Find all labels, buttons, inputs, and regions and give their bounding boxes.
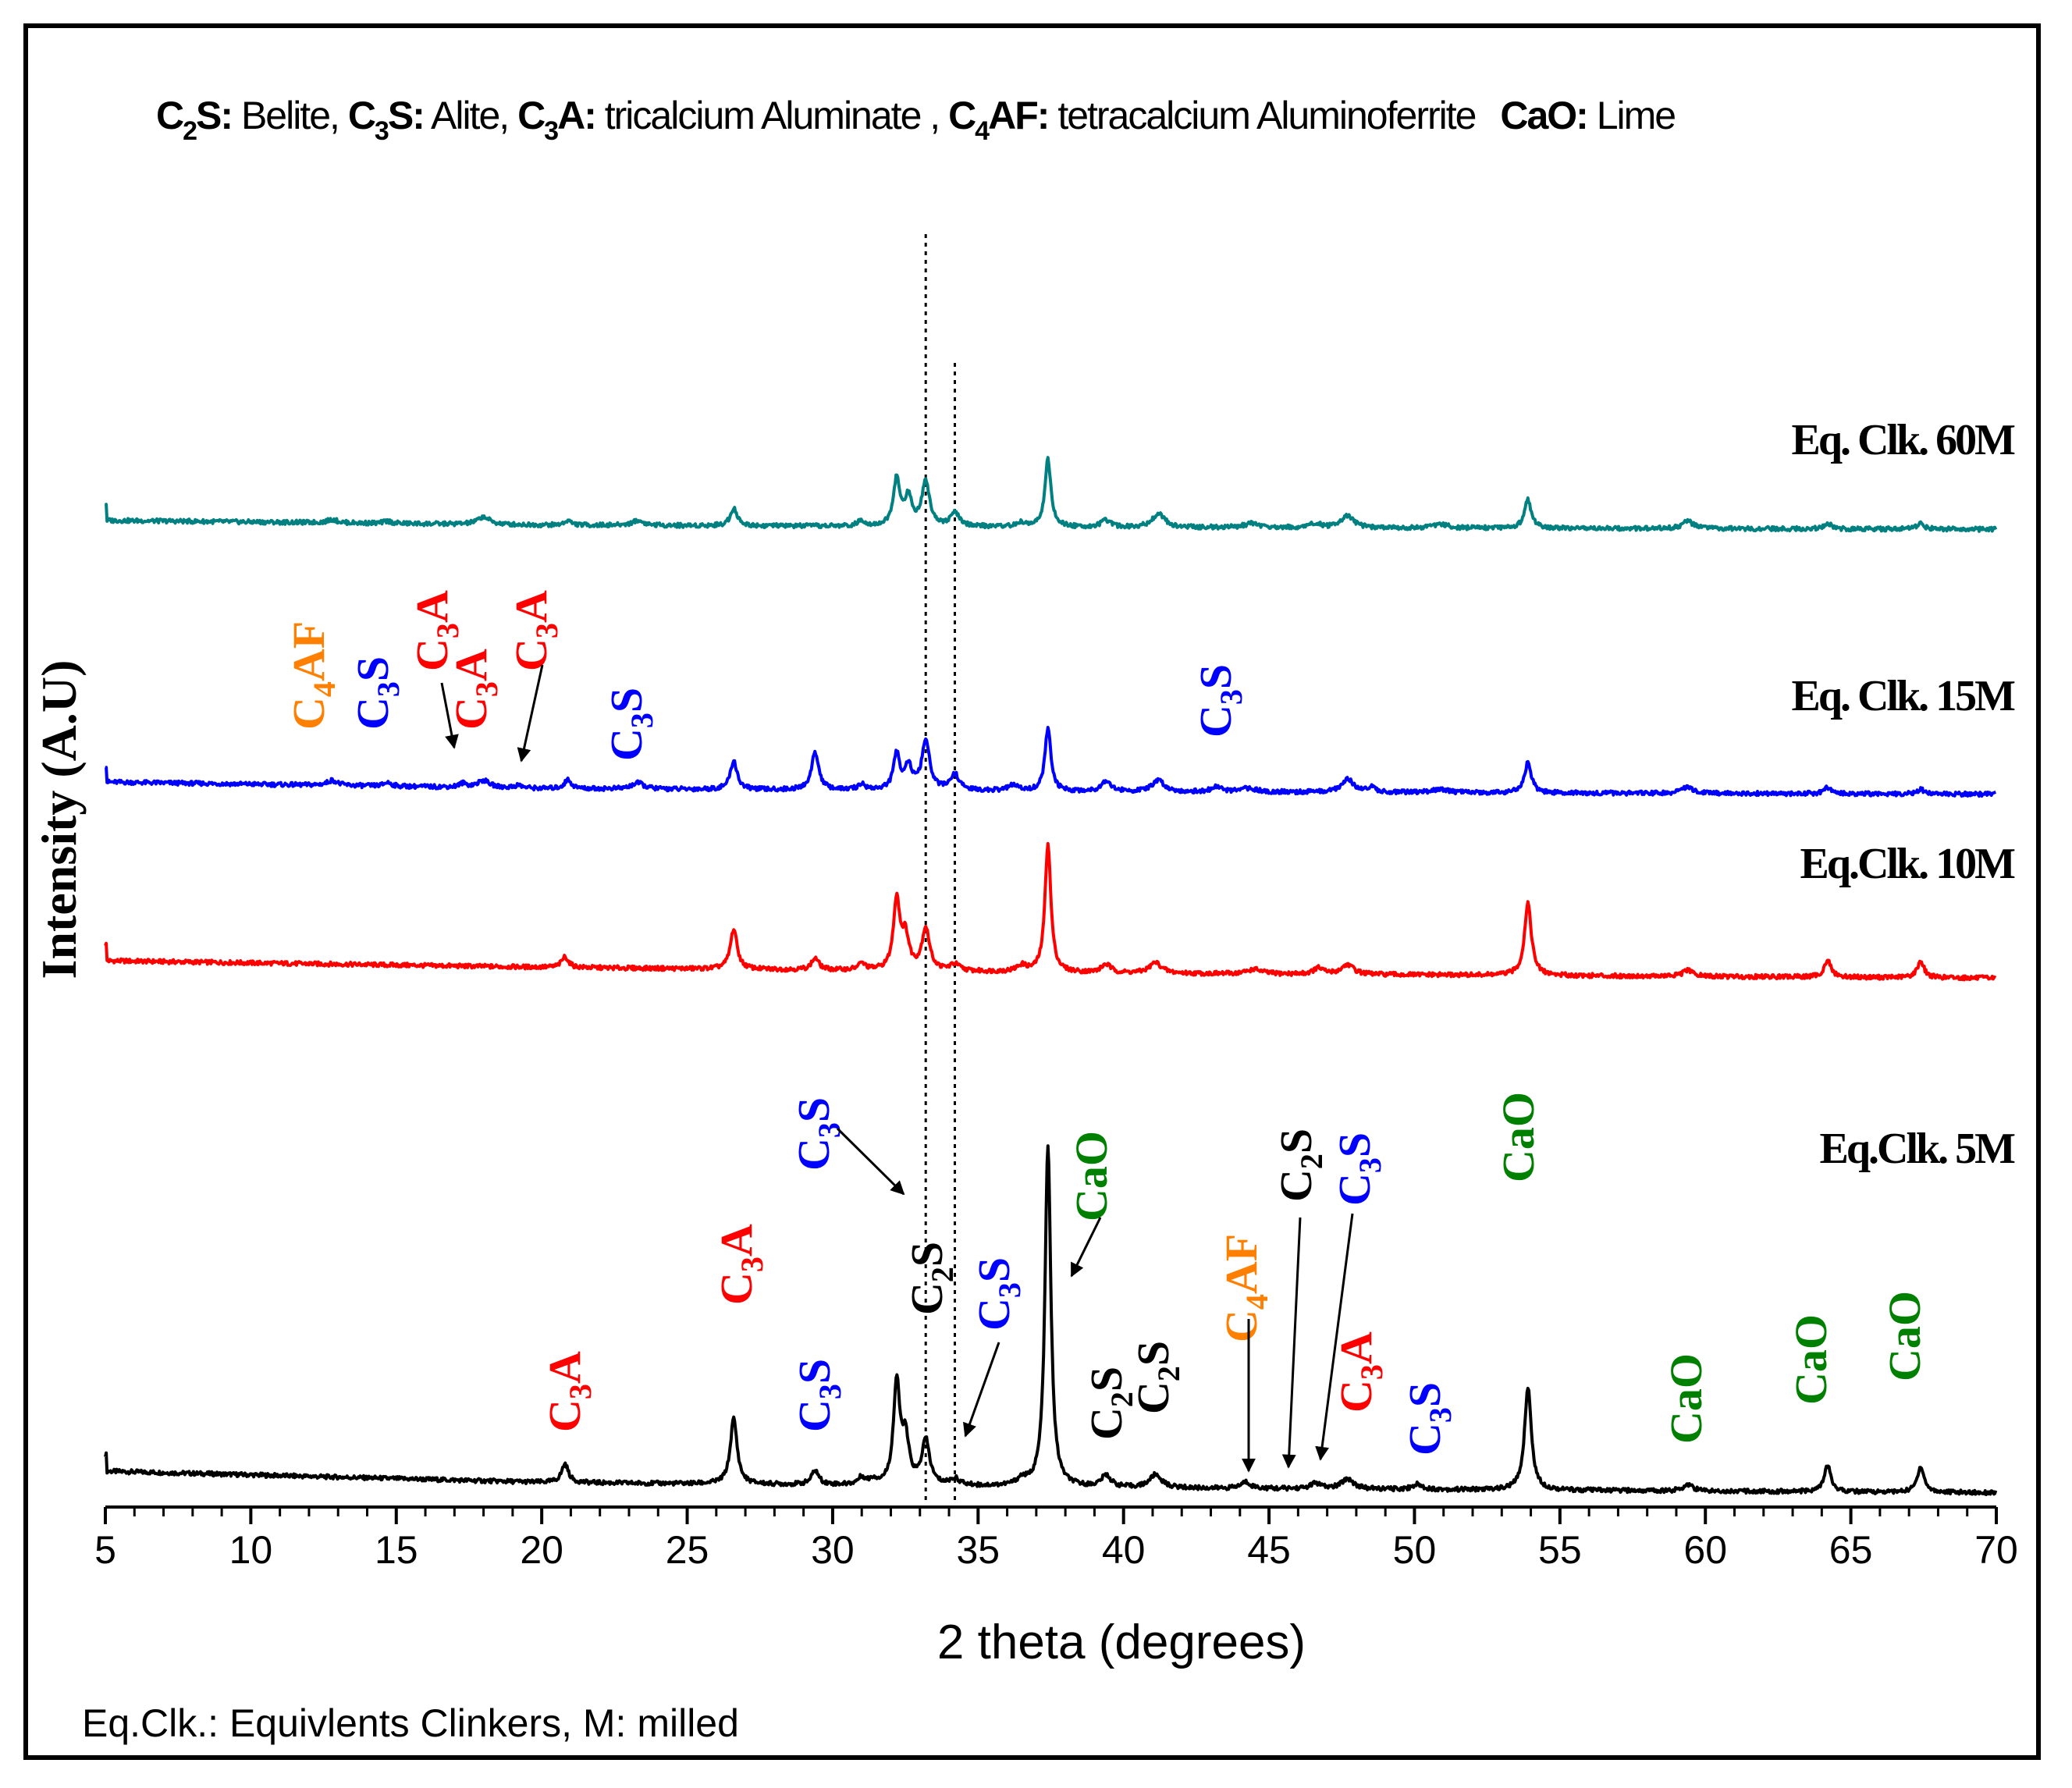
annotation-c3s-43_2: C3S	[1190, 664, 1249, 738]
annotation-c2s-45_6: C2S	[1271, 1129, 1329, 1202]
legend-c3a-name: tricalcium Aluminate ,	[605, 94, 939, 137]
annotation-arrow-c3a-17_3	[440, 682, 459, 749]
annotation-c3s-50_1: C3S	[1399, 1382, 1458, 1456]
annotation-c3s-46_6: C3S	[1329, 1132, 1388, 1206]
annotation-cao-59_4: CaO	[1661, 1353, 1711, 1444]
x-tick-label-60: 60	[1683, 1528, 1727, 1572]
series-label-eq-clk-60m: Eq. Clk. 60M	[1792, 416, 2016, 464]
x-tick-label-20: 20	[520, 1528, 563, 1572]
series-line-eq-clk-5m	[104, 1144, 1998, 1496]
annotation-c2s-41_1: C2S	[1128, 1341, 1186, 1414]
legend-cao-name: Lime	[1597, 94, 1676, 137]
series-line-eq-clk-60m	[104, 456, 1998, 533]
x-tick-label-65: 65	[1829, 1528, 1873, 1572]
series-line-eq-clk-15m	[105, 726, 1997, 798]
annotation-c2s-39_4: C2S	[1081, 1367, 1139, 1440]
annotation-c3s-32_2: C3S	[788, 1097, 847, 1171]
legend-c2s-code: C2S:	[156, 94, 232, 146]
annotation-arrow-c3a-19_5	[517, 664, 544, 762]
series-labels: Eq. Clk. 60M Eq. Clk. 15M Eq.Clk. 10M Eq.Cl…	[1792, 416, 2018, 1173]
x-tick-label-50: 50	[1393, 1528, 1437, 1572]
series-group	[104, 456, 1998, 1496]
annotation-c3a-26_6: C3A	[711, 1224, 769, 1305]
phase-legend: C2S: Belite, C3S: Alite, C3A: tricalcium…	[156, 94, 1675, 146]
annotation-cao-67_4: CaO	[1879, 1291, 1930, 1381]
annotation-c4af-44_2: C4AF	[1216, 1234, 1274, 1342]
x-tick-label-40: 40	[1102, 1528, 1146, 1572]
reference-lines	[924, 234, 956, 1502]
annotation-arrow-c3s-46_6	[1315, 1213, 1354, 1461]
annotation-c3s-34_2: C3S	[968, 1257, 1027, 1331]
x-tick-label-30: 30	[811, 1528, 855, 1572]
series-label-eq-clk-5m: Eq.Clk. 5M	[1820, 1125, 2016, 1173]
legend-c4af-code: C4AF:	[948, 94, 1048, 146]
annotation-c3a-47_7: C3A	[1331, 1331, 1389, 1413]
x-tick-label-55: 55	[1538, 1528, 1582, 1572]
series-line-eq-clk-10m	[104, 841, 1997, 982]
legend-c3a-code: C3A:	[517, 94, 595, 146]
x-axis: 5 10 15 20 25 30 35 40 45 50 55 60 65 70	[94, 1505, 2018, 1572]
annotation-c2s-33_1: C2S	[901, 1242, 960, 1315]
annotation-arrow-cao-37_4	[1070, 1217, 1102, 1278]
annotation-c3s-29_4: C3S	[789, 1359, 848, 1432]
x-tick-label-45: 45	[1247, 1528, 1291, 1572]
annotation-c3a-19_5: C3A	[506, 590, 564, 671]
annotation-arrow-c3s-32_2	[836, 1127, 905, 1196]
annotation-arrow-c3s-34_2	[962, 1342, 1000, 1438]
annotation-cao-64_2: CaO	[1786, 1314, 1836, 1405]
annotation-c3s-23_3: C3S	[601, 688, 659, 761]
legend-c3s-name: Alite,	[431, 94, 508, 137]
annotation-arrow-c2s-45_6	[1281, 1217, 1302, 1469]
legend-c2s-name: Belite,	[241, 94, 339, 137]
annotation-c3a-17_3: C3A	[407, 590, 465, 671]
y-axis-title: Intensity (A.U)	[31, 660, 87, 979]
annotation-c3s-14_8: C3S	[347, 656, 406, 730]
x-tick-label-5: 5	[94, 1528, 116, 1572]
series-label-eq-clk-10m: Eq.Clk. 10M	[1800, 840, 2016, 888]
x-axis-title: 2 theta (degrees)	[937, 1616, 1306, 1669]
annotation-c3a-17_9: C3A	[446, 649, 504, 730]
figure-frame	[23, 23, 2041, 1760]
x-tick-label-15: 15	[375, 1528, 418, 1572]
annotation-c4af-12_8: C4AF	[283, 621, 342, 730]
annotation-cao-37_4: CaO	[1066, 1131, 1117, 1221]
x-tick-label-70: 70	[1974, 1528, 2018, 1572]
legend-cao-code: CaO:	[1500, 94, 1587, 137]
x-tick-label-35: 35	[956, 1528, 1000, 1572]
x-tick-label-10: 10	[229, 1528, 273, 1572]
annotation-c3a-20_8: C3A	[539, 1351, 598, 1432]
legend-c4af-name: tetracalcium Aluminoferrite	[1057, 94, 1475, 137]
footnote: Eq.Clk.: Equivlents Clinkers, M: milled	[82, 1701, 739, 1745]
x-tick-label-25: 25	[666, 1528, 709, 1572]
series-label-eq-clk-15m: Eq. Clk. 15M	[1792, 672, 2016, 720]
legend-c3s-code: C3S:	[348, 94, 424, 146]
annotation-cao-53_9: CaO	[1493, 1092, 1544, 1182]
